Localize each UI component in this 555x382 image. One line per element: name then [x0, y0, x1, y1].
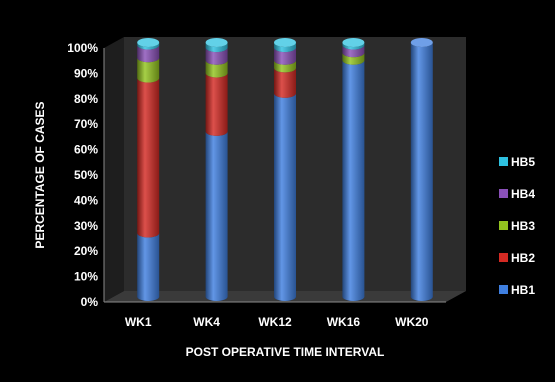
y-tick-label: 60%	[74, 143, 98, 157]
bar-segment-hb4-wk1	[137, 45, 160, 63]
legend-swatch	[499, 157, 508, 166]
bar-segment-hb1-wk12	[274, 93, 296, 302]
bar-cap	[205, 38, 228, 47]
y-tick-label: 100%	[67, 41, 98, 55]
legend-item-hb4: HB4	[499, 187, 535, 201]
bar-segment-hb1-wk16	[342, 60, 365, 302]
y-tick-label: 50%	[74, 168, 98, 182]
y-tick-label: 10%	[74, 270, 98, 284]
bar-segment-hb2-wk12	[274, 67, 296, 98]
legend-swatch	[499, 285, 508, 294]
legend-swatch	[499, 253, 508, 262]
bar-segment-hb5-wk1	[137, 42, 160, 50]
bar-segment-hb1-wk4	[205, 131, 228, 302]
bar-cap	[274, 38, 296, 47]
y-tick-label: 90%	[74, 66, 98, 80]
y-tick-label: 30%	[74, 219, 98, 233]
bar-segment-hb4-wk4	[205, 47, 228, 65]
y-tick-label: 0%	[81, 295, 99, 309]
legend-swatch	[499, 189, 508, 198]
bar-segment-hb3-wk12	[274, 60, 296, 73]
bar-cap	[342, 38, 365, 47]
bar-segment-hb4-wk16	[342, 45, 365, 58]
y-tick-label: 40%	[74, 193, 98, 207]
legend-label: HB1	[511, 283, 535, 297]
x-axis-title: POST OPERATIVE TIME INTERVAL	[186, 345, 385, 359]
legend-label: HB3	[511, 219, 535, 233]
bar-segment-hb3-wk16	[342, 52, 365, 65]
legend: HB5 HB4 HB3 HB2 HB1	[499, 155, 535, 297]
x-axis-ticks: WK1 WK4 WK12 WK16 WK20	[125, 315, 429, 329]
legend-swatch	[499, 221, 508, 230]
bars	[137, 38, 433, 302]
x-tick-label: WK4	[193, 315, 220, 329]
x-tick-label: WK20	[395, 315, 429, 329]
bar-segment-hb3-wk1	[137, 57, 160, 83]
bar-cap	[410, 38, 433, 47]
legend-item-hb3: HB3	[499, 219, 535, 233]
side-wall	[104, 37, 124, 302]
legend-label: HB4	[511, 187, 535, 201]
x-tick-label: WK16	[327, 315, 361, 329]
y-axis-title: PERCENTAGE OF CASES	[33, 101, 47, 248]
y-tick-label: 70%	[74, 117, 98, 131]
legend-item-hb2: HB2	[499, 251, 535, 265]
bar-cap	[137, 38, 160, 47]
bar-segment-hb1-wk1	[137, 233, 160, 302]
legend-item-hb5: HB5	[499, 155, 535, 169]
bar-segment-hb2-wk1	[137, 78, 160, 238]
bar-segment-hb2-wk4	[205, 72, 228, 136]
legend-label: HB5	[511, 155, 535, 169]
x-tick-label: WK12	[258, 315, 292, 329]
y-tick-label: 80%	[74, 92, 98, 106]
bar-segment-hb1-wk20	[410, 42, 433, 302]
bar-segment-hb5-wk16	[342, 42, 365, 50]
y-axis-ticks: 0% 10% 20% 30% 40% 50% 60% 70% 80% 90% 100%	[67, 41, 98, 309]
bar-segment-hb5-wk4	[205, 42, 228, 53]
bar-segment-hb4-wk12	[274, 47, 296, 65]
legend-label: HB2	[511, 251, 535, 265]
bar-segment-hb5-wk12	[274, 42, 296, 53]
bar-segment-hb3-wk4	[205, 60, 228, 78]
x-tick-label: WK1	[125, 315, 152, 329]
legend-item-hb1: HB1	[499, 283, 535, 297]
y-tick-label: 20%	[74, 244, 98, 258]
